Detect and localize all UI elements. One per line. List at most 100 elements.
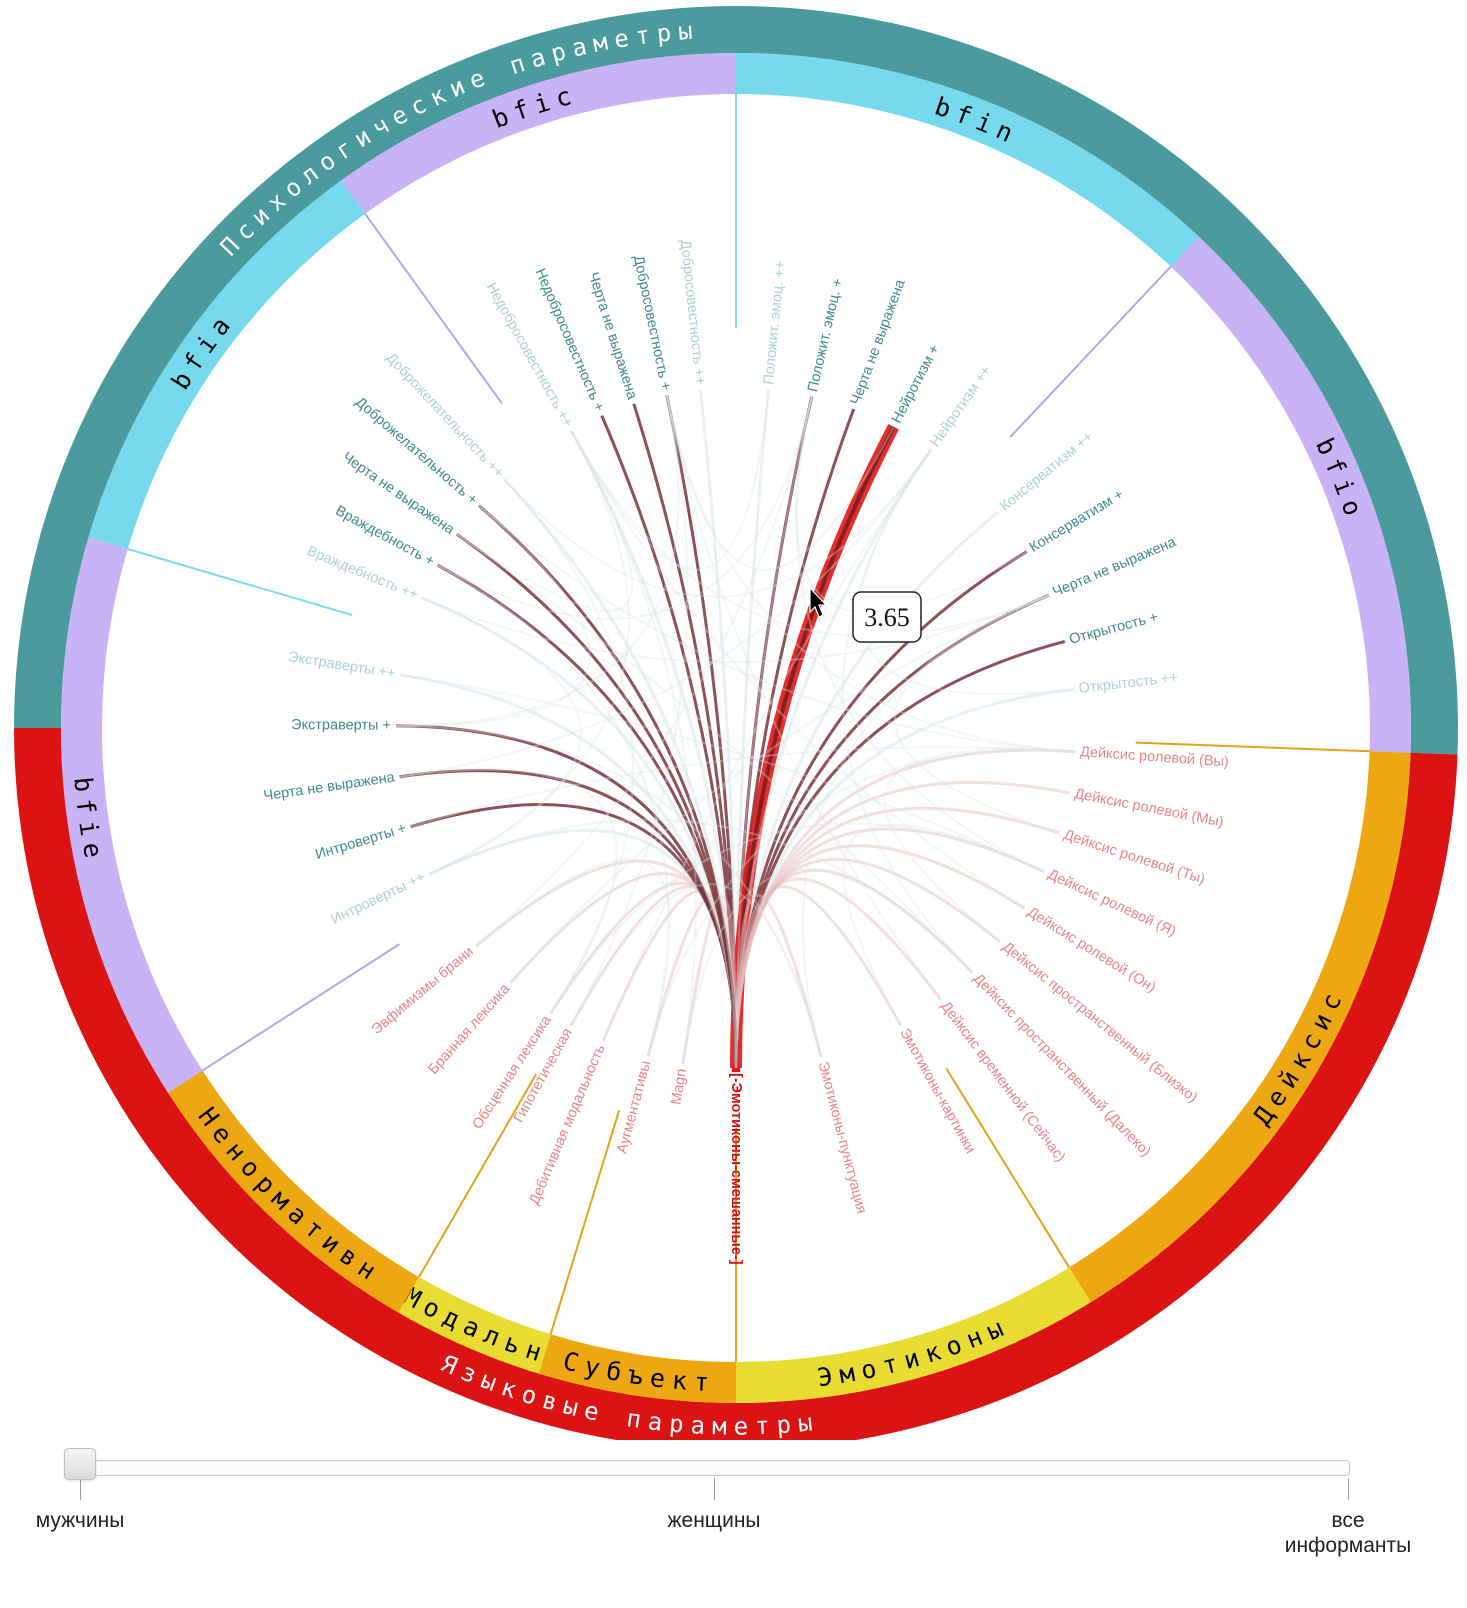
node-label-16[interactable]: Дейксис ролевой (Мы) — [1073, 786, 1225, 831]
chord-mesh — [549, 822, 1045, 1014]
node-label-4[interactable]: Добросовестность ++ — [677, 239, 708, 386]
chord-mesh — [602, 448, 932, 1042]
chord-23[interactable] — [734, 885, 903, 1069]
node-label-13[interactable]: Открытость + — [1068, 609, 1160, 648]
chord-26[interactable] — [681, 895, 738, 1069]
node-label-41[interactable]: Доброжелательность + — [352, 394, 480, 508]
node-label-24[interactable]: Эмотиконы-пунктуация — [815, 1060, 870, 1215]
slider-label-all[interactable]: все информанты — [1284, 1509, 1412, 1557]
group-divider-0 — [364, 213, 503, 405]
chord-14[interactable] — [734, 688, 1074, 1069]
chord-24[interactable] — [734, 893, 823, 1069]
chord-mesh — [428, 430, 630, 876]
node-label-32[interactable]: Эвфимизмы брани — [369, 944, 477, 1038]
slider-tick-all — [1348, 1478, 1349, 1500]
node-label-3[interactable]: Добросовестность + — [630, 254, 674, 392]
chord-19[interactable] — [734, 844, 1026, 1069]
group-arc-4 — [736, 1267, 1091, 1403]
chord-17[interactable] — [734, 806, 1060, 1069]
group-arc-1 — [736, 53, 1199, 267]
chord-mesh — [570, 389, 770, 571]
chord-mesh — [395, 724, 823, 1058]
slider-label-men[interactable]: мужчины — [35, 1509, 125, 1532]
chord-21[interactable] — [734, 868, 974, 1069]
chord-mesh — [396, 394, 680, 727]
informant-slider[interactable]: мужчины женщины все информанты — [0, 1440, 1467, 1608]
chord-mesh — [647, 749, 1076, 1057]
chord-mesh — [665, 394, 942, 1001]
node-label-12[interactable]: Черта не выражена — [1050, 534, 1179, 601]
chord-mesh — [399, 768, 618, 1014]
chord-9[interactable] — [734, 448, 933, 1069]
chord-13[interactable] — [734, 639, 1066, 1069]
chord-mesh — [437, 564, 670, 1057]
chord-mesh — [665, 394, 1076, 753]
group-divider-lines — [127, 94, 1370, 1362]
group-arc-3 — [1069, 751, 1411, 1303]
group-arc-9 — [88, 180, 366, 549]
chord-mesh — [437, 396, 813, 620]
node-label-17[interactable]: Дейксис ролевой (Ты) — [1062, 827, 1207, 888]
chord-mesh — [570, 394, 689, 1026]
chord-16[interactable] — [734, 780, 1071, 1069]
chord-mesh — [858, 448, 1074, 696]
chord-mesh — [509, 594, 1050, 984]
slider-track[interactable] — [80, 1460, 1350, 1476]
node-labels: Недобросовестность ++Недобросовестность … — [263, 239, 1230, 1265]
node-label-33[interactable]: Интроверты ++ — [329, 869, 428, 928]
node-label-11[interactable]: Консерватизм + — [1027, 487, 1127, 556]
node-label-36[interactable]: Экстраверты + — [291, 717, 391, 734]
node-label-26[interactable]: Magn — [668, 1068, 689, 1106]
group-arc-5 — [538, 1334, 736, 1403]
group-divider-2 — [1009, 265, 1172, 438]
mouse-pointer-icon — [809, 586, 828, 618]
node-label-42[interactable]: Доброжелательность ++ — [383, 350, 507, 481]
node-label-34[interactable]: Интроверты + — [313, 820, 408, 863]
slider-tick-women — [714, 1478, 715, 1500]
node-label-9[interactable]: Нейротизм ++ — [927, 363, 994, 450]
chord-mesh — [474, 396, 813, 948]
chord-mesh — [570, 430, 1050, 638]
tooltip-value: 3.65 — [864, 603, 910, 632]
node-label-27[interactable]: Аугментативы — [614, 1059, 654, 1155]
chord-mesh — [842, 824, 1045, 1026]
chord-mesh — [474, 858, 672, 1057]
group-arc-0 — [341, 52, 736, 214]
chord-mesh — [456, 430, 634, 612]
node-label-37[interactable]: Экстраверты ++ — [287, 649, 396, 682]
value-tooltip: 3.65 — [852, 591, 922, 643]
chord-mesh — [883, 748, 1076, 943]
chord-mesh — [410, 746, 1076, 828]
chord-mesh — [681, 868, 973, 1064]
chord-mesh — [795, 396, 1045, 873]
chord-42[interactable] — [503, 478, 738, 1069]
chord-mesh — [570, 883, 823, 1058]
node-label-35[interactable]: Черта не выражена — [263, 769, 397, 804]
chord-20[interactable] — [734, 857, 1002, 1069]
chord-mesh — [570, 430, 1025, 910]
node-label-6[interactable]: Положит. эмоц. + — [805, 277, 846, 394]
node-label-14[interactable]: Открытость ++ — [1078, 670, 1179, 697]
node-label-15[interactable]: Дейксис ролевой (Вы) — [1080, 744, 1230, 770]
node-label-7[interactable]: Черта не выражена — [848, 277, 909, 407]
slider-handle[interactable] — [64, 1448, 96, 1480]
chord-mesh — [428, 818, 973, 974]
chord-41[interactable] — [477, 504, 738, 1069]
chord-22[interactable] — [734, 877, 942, 1069]
group-divider-4 — [945, 1067, 1070, 1268]
slider-label-women[interactable]: женщины — [667, 1509, 761, 1532]
chord-18[interactable] — [734, 827, 1045, 1069]
chord-mesh — [421, 596, 582, 876]
node-label-31[interactable]: Бранная лексика — [425, 980, 514, 1077]
node-label-5[interactable]: Положит. эмоц. ++ — [761, 260, 789, 385]
node-label-25[interactable]: [-Эмотиконы-смешанные-] — [728, 1073, 744, 1265]
chord-mesh — [503, 448, 932, 598]
node-label-10[interactable]: Консерватизм ++ — [997, 429, 1096, 515]
chord-mesh — [570, 430, 697, 1064]
chord-mesh — [841, 448, 973, 974]
node-label-8[interactable]: Нейротизм + — [889, 342, 943, 426]
group-divider-6 — [549, 1110, 621, 1335]
chord-15[interactable] — [734, 748, 1076, 1069]
chord-mesh — [795, 396, 1028, 614]
